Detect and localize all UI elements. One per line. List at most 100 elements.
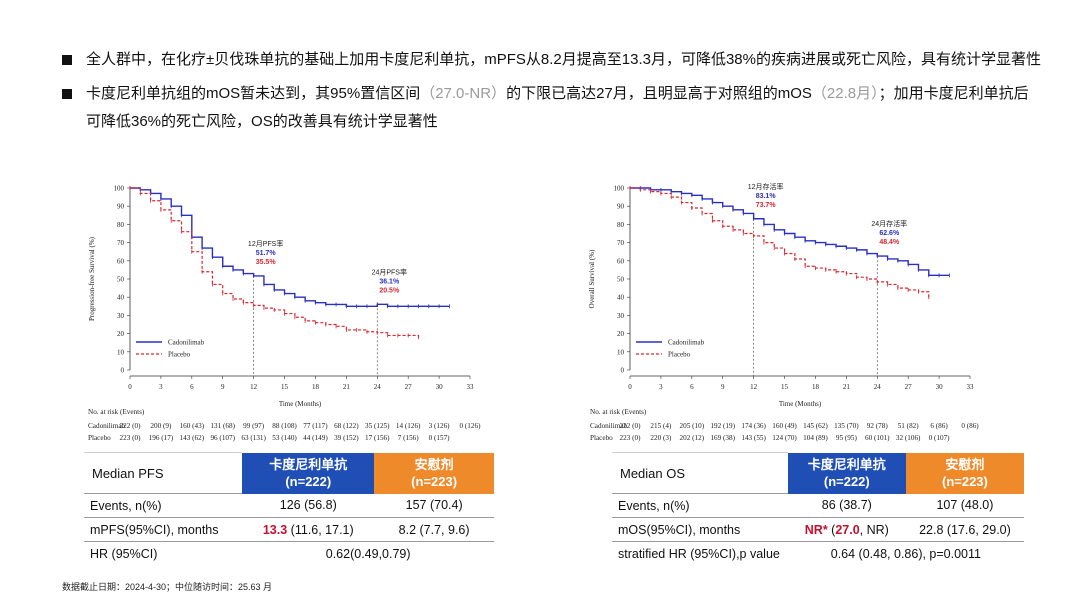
x-axis-label: Time (Months) <box>279 400 322 408</box>
risk-cell: 6 (86) <box>930 422 948 430</box>
landmark-label: 24月PFS率 <box>372 267 407 276</box>
x-tick-label: 12 <box>750 383 758 391</box>
risk-cell: 44 (149) <box>303 434 328 442</box>
risk-row-label: Placebo <box>88 434 111 442</box>
x-tick-label: 15 <box>781 383 789 391</box>
risk-cell: 77 (117) <box>303 422 328 430</box>
x-tick-label: 6 <box>690 383 694 391</box>
bullet-2-ci: （27.0-NR） <box>420 85 507 102</box>
risk-cell: 174 (36) <box>741 422 766 430</box>
risk-cell: 143 (62) <box>179 434 205 442</box>
y-tick-label: 100 <box>114 185 125 193</box>
y-tick-label: 30 <box>117 312 125 320</box>
risk-cell: 32 (106) <box>895 434 921 442</box>
pfs-panel: 0 10 20 30 40 50 60 70 80 90 100 0 3 6 9 12 15 18 21 24 27 30… <box>80 178 500 410</box>
risk-cell: 63 (131) <box>241 434 266 442</box>
table-row: HR (95%CI) 0.62(0.49,0.79) <box>90 546 411 561</box>
median-pfs-title: Median PFS <box>84 452 243 494</box>
x-tick-label: 33 <box>467 383 475 391</box>
landmark-placebo-value: 35.5% <box>256 259 277 266</box>
risk-cell: 53 (140) <box>272 434 297 442</box>
bullet-2-text-e: ；加用卡度尼利单抗后可降低36%的死亡风险，OS的改善具有统计学显著性 <box>86 85 1029 130</box>
x-tick-label: 30 <box>936 383 944 391</box>
os-col-placebo: 安慰剂 (n=223) <box>905 452 1024 494</box>
landmark-cad-value: 62.6% <box>879 230 900 237</box>
x-tick-label: 18 <box>312 383 320 391</box>
bullet-2-text-c: 的下限已高达27月，且明显高于对照组的mOS <box>506 85 812 102</box>
risk-cell: 131 (68) <box>210 422 235 430</box>
median-os-title: Median OS <box>612 452 788 494</box>
cadonilimab-curve <box>130 187 450 307</box>
risk-cell: 192 (19) <box>710 422 735 430</box>
risk-cell: 7 (156) <box>397 434 419 442</box>
pfs-col-cadonilimab: 卡度尼利单抗 (n=222) <box>242 452 375 494</box>
risk-cell: 205 (10) <box>679 422 705 430</box>
x-tick-label: 3 <box>159 383 163 391</box>
placebo-curve <box>130 187 420 338</box>
y-tick-label: 90 <box>117 203 125 211</box>
risk-cell: 60 (101) <box>864 434 890 442</box>
y-axis-label: Progression-free Survival (%) <box>88 236 96 321</box>
y-tick-label: 80 <box>617 221 625 229</box>
y-tick-label: 30 <box>617 312 625 320</box>
x-tick-label: 27 <box>905 383 913 391</box>
footnote: 数据截止日期：2024-4-30；中位随访时间：25.63 月 <box>62 582 273 592</box>
legend-placebo-label: Placebo <box>668 351 691 359</box>
os-risk-table: No. at risk (Events) Cadonilimab 222 (0) 21… <box>590 408 1030 448</box>
legend-cadonilimab-label: Cadonilimab <box>668 339 705 347</box>
risk-cell: 35 (125) <box>364 422 390 430</box>
bullet-1-text: 全人群中，在化疗±贝伐珠单抗的基础上加用卡度尼利单抗，mPFS从8.2月提高至1… <box>86 51 1041 68</box>
os-panel: 0 10 20 30 40 50 60 70 80 90 100 0 3 6 9 12 15 18 21 24 27 30… <box>580 178 1000 410</box>
risk-cell: 104 (89) <box>803 434 828 442</box>
x-tick-label: 27 <box>405 383 413 391</box>
y-tick-label: 40 <box>617 294 625 302</box>
x-tick-label: 6 <box>190 383 194 391</box>
mos-value-highlight: NR* <box>804 522 828 537</box>
y-tick-label: 40 <box>117 294 125 302</box>
risk-cell: 223 (0) <box>119 434 141 442</box>
y-tick-label: 80 <box>117 221 125 229</box>
x-tick-label: 24 <box>874 383 882 391</box>
x-axis-label: Time (Months) <box>779 400 822 408</box>
risk-cell: 17 (156) <box>364 434 390 442</box>
risk-cell: 135 (70) <box>834 422 859 430</box>
risk-cell: 143 (55) <box>741 434 766 442</box>
pfs-col-placebo: 安慰剂 (n=223) <box>374 452 494 494</box>
y-tick-label: 50 <box>117 276 125 284</box>
x-tick-label: 18 <box>812 383 820 391</box>
landmark-label: 24月存活率 <box>871 219 907 228</box>
landmark-placebo-value: 20.5% <box>379 287 400 294</box>
pfs-km-chart: 0 10 20 30 40 50 60 70 80 90 100 0 3 6 9 12 15 18 21 24 27 30… <box>88 185 475 409</box>
y-tick-label: 10 <box>617 348 625 356</box>
risk-cell: 39 (152) <box>334 434 359 442</box>
legend-cadonilimab-label: Cadonilimab <box>168 339 205 347</box>
risk-cell: 215 (4) <box>650 422 672 430</box>
y-tick-label: 10 <box>117 348 125 356</box>
landmark-placebo-value: 73.7% <box>756 202 777 209</box>
landmark-placebo-value: 48.4% <box>879 239 900 246</box>
table-row: mOS(95%CI), months NR* (27.0, NR) 22.8 (… <box>612 517 1024 542</box>
risk-cell: 196 (17) <box>148 434 174 442</box>
risk-cell: 222 (0) <box>119 422 141 430</box>
landmark-cad-value: 83.1% <box>756 193 777 200</box>
risk-cell: 92 (78) <box>866 422 888 430</box>
landmark-label: 12月PFS率 <box>248 239 283 248</box>
risk-cell: 3 (126) <box>428 422 450 430</box>
y-tick-label: 60 <box>617 257 625 265</box>
table-row: stratified HR (95%CI),p value 0.64 (0.48… <box>618 546 981 561</box>
table-row: Events, n(%) 86 (38.7) 107 (48.0) <box>612 493 1024 518</box>
mpfs-value-highlight: 13.3 <box>262 522 288 537</box>
y-tick-label: 20 <box>117 330 125 338</box>
y-tick-label: 50 <box>617 276 625 284</box>
x-tick-label: 3 <box>659 383 663 391</box>
x-tick-label: 21 <box>843 383 851 391</box>
table-row: Events, n(%) 126 (56.8) 157 (70.4) <box>84 493 494 518</box>
median-os-table: Median OS 卡度尼利单抗 (n=222) 安慰剂 (n=223) Event… <box>612 452 1024 565</box>
risk-cell: 14 (126) <box>395 422 421 430</box>
bullet-2-mos: （22.8月） <box>811 85 879 102</box>
landmark-cad-value: 51.7% <box>256 250 277 257</box>
risk-cell: 96 (107) <box>210 434 235 442</box>
os-col-cadonilimab: 卡度尼利单抗 (n=222) <box>787 452 906 494</box>
risk-table-header: No. at risk (Events) <box>590 408 647 416</box>
risk-cell: 0 (86) <box>961 422 979 430</box>
